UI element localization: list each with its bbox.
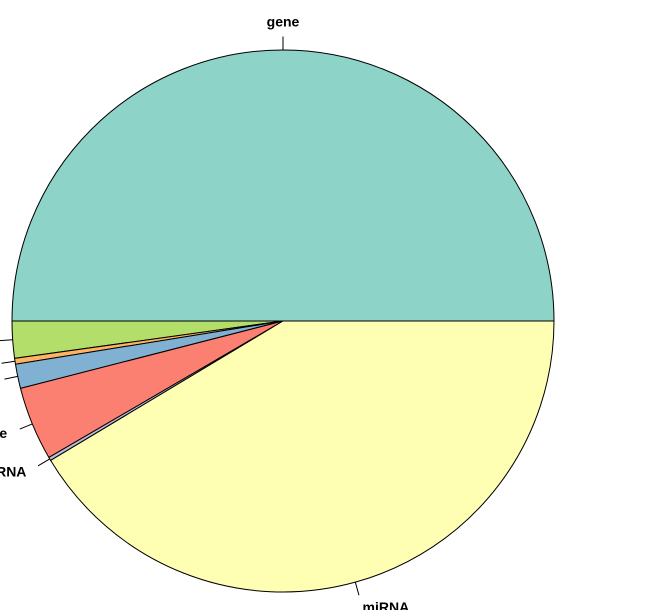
pie-slice-gene <box>11 49 555 322</box>
leader-line-tRNA <box>0 339 13 342</box>
leader-line-ncRNA <box>37 458 50 467</box>
leader-line-snoRNA <box>1 360 16 364</box>
leader-line-rRNA <box>4 375 18 380</box>
leader-line-pseudogene <box>19 423 33 430</box>
pie-slice-miRNA <box>49 320 555 593</box>
label-ncRNA: ncRNA <box>0 463 26 479</box>
label-pseudogene: pseudogene <box>0 425 7 441</box>
leader-line-miRNA <box>354 582 360 596</box>
label-miRNA: miRNA <box>363 599 410 610</box>
pie-leader-lines <box>0 36 360 596</box>
pie-slices <box>11 49 555 593</box>
pie-labels: genetRNAsnoRNArRNApseudogenencRNAmiRNA <box>0 14 409 610</box>
label-gene: gene <box>267 14 300 30</box>
